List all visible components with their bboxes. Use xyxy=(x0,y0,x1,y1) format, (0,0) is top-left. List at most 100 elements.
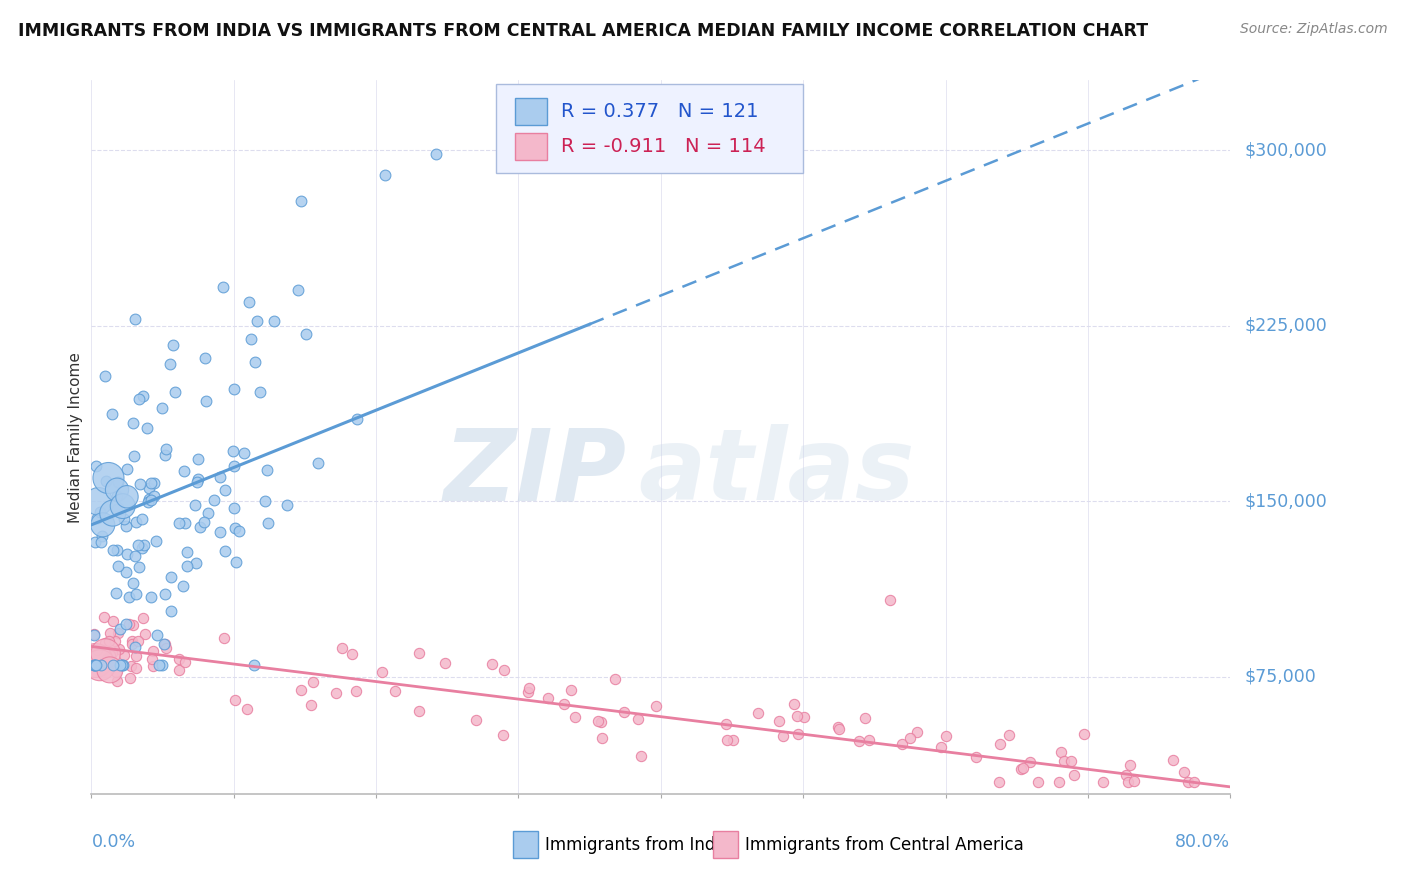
Point xyxy=(100,646,122,660)
Point xyxy=(290,683,312,698)
Point xyxy=(145,534,167,549)
Point xyxy=(1060,754,1083,768)
Point xyxy=(1053,754,1076,768)
Point xyxy=(86,643,108,657)
Point xyxy=(786,708,808,723)
FancyBboxPatch shape xyxy=(515,98,547,125)
Point xyxy=(644,699,666,714)
Point xyxy=(131,389,153,403)
Point xyxy=(169,516,191,530)
Point xyxy=(998,728,1021,742)
Point xyxy=(434,656,457,670)
Point xyxy=(905,725,928,739)
Point xyxy=(153,637,176,651)
Text: $150,000: $150,000 xyxy=(1244,492,1327,510)
Point xyxy=(988,737,1011,751)
Point xyxy=(103,614,125,628)
Point xyxy=(146,628,169,642)
Point xyxy=(256,462,278,476)
Point xyxy=(853,711,876,725)
Point xyxy=(605,672,627,686)
FancyBboxPatch shape xyxy=(513,831,538,858)
Point xyxy=(162,337,184,351)
Point xyxy=(560,682,582,697)
Point xyxy=(858,733,880,747)
Point xyxy=(124,549,146,564)
Point xyxy=(83,658,105,673)
Point xyxy=(111,658,134,673)
Point xyxy=(127,634,149,648)
Point xyxy=(330,640,353,655)
Point xyxy=(84,658,107,673)
Point xyxy=(115,490,138,504)
Point xyxy=(153,587,176,601)
Point xyxy=(90,658,112,673)
Point xyxy=(1019,755,1042,769)
Point xyxy=(239,332,262,346)
Point xyxy=(142,489,165,503)
Point xyxy=(91,517,114,532)
Point xyxy=(716,717,738,731)
Point xyxy=(159,570,181,584)
Point xyxy=(208,524,231,539)
Point xyxy=(172,579,194,593)
Point xyxy=(83,627,105,641)
Point xyxy=(188,520,211,534)
Point xyxy=(115,547,138,561)
Point xyxy=(141,651,163,665)
Point xyxy=(214,483,236,497)
Point xyxy=(121,637,143,651)
Point xyxy=(589,714,612,729)
Point xyxy=(214,543,236,558)
Point xyxy=(165,384,187,399)
Text: $225,000: $225,000 xyxy=(1244,317,1327,334)
Point xyxy=(112,511,135,525)
Point xyxy=(187,472,209,486)
Point xyxy=(224,382,246,396)
Point xyxy=(1177,775,1199,789)
Point xyxy=(370,665,392,680)
Point xyxy=(167,652,190,666)
FancyBboxPatch shape xyxy=(515,133,547,161)
Point xyxy=(148,658,170,673)
Text: 80.0%: 80.0% xyxy=(1175,833,1230,851)
Point xyxy=(98,648,121,663)
Text: ZIP: ZIP xyxy=(444,425,627,521)
Point xyxy=(115,566,138,580)
Point xyxy=(1161,753,1184,767)
Point xyxy=(384,684,406,698)
Point xyxy=(105,674,128,689)
Point xyxy=(276,499,298,513)
Point xyxy=(194,393,217,408)
Point xyxy=(108,622,131,636)
Point xyxy=(787,726,810,740)
Point xyxy=(988,775,1011,789)
Point xyxy=(139,475,162,490)
Point xyxy=(94,647,117,661)
Point xyxy=(965,749,987,764)
Point xyxy=(150,658,173,673)
Point xyxy=(150,401,173,415)
Point xyxy=(115,462,138,476)
Point xyxy=(155,641,177,656)
Point xyxy=(134,627,156,641)
Point xyxy=(84,657,107,671)
Point xyxy=(879,592,901,607)
Point xyxy=(104,665,127,679)
Point xyxy=(202,493,225,508)
Point xyxy=(772,730,794,744)
Text: R = 0.377   N = 121: R = 0.377 N = 121 xyxy=(561,103,758,121)
Point xyxy=(97,633,120,648)
Point xyxy=(89,658,111,673)
Point xyxy=(224,521,246,535)
Point xyxy=(153,637,176,651)
Point xyxy=(86,511,108,525)
Point xyxy=(374,169,396,183)
Point xyxy=(125,649,148,664)
Point xyxy=(224,501,246,516)
Point xyxy=(891,737,914,751)
Point xyxy=(122,576,145,591)
Point xyxy=(124,640,146,654)
Point xyxy=(142,644,165,658)
Point xyxy=(127,538,149,552)
